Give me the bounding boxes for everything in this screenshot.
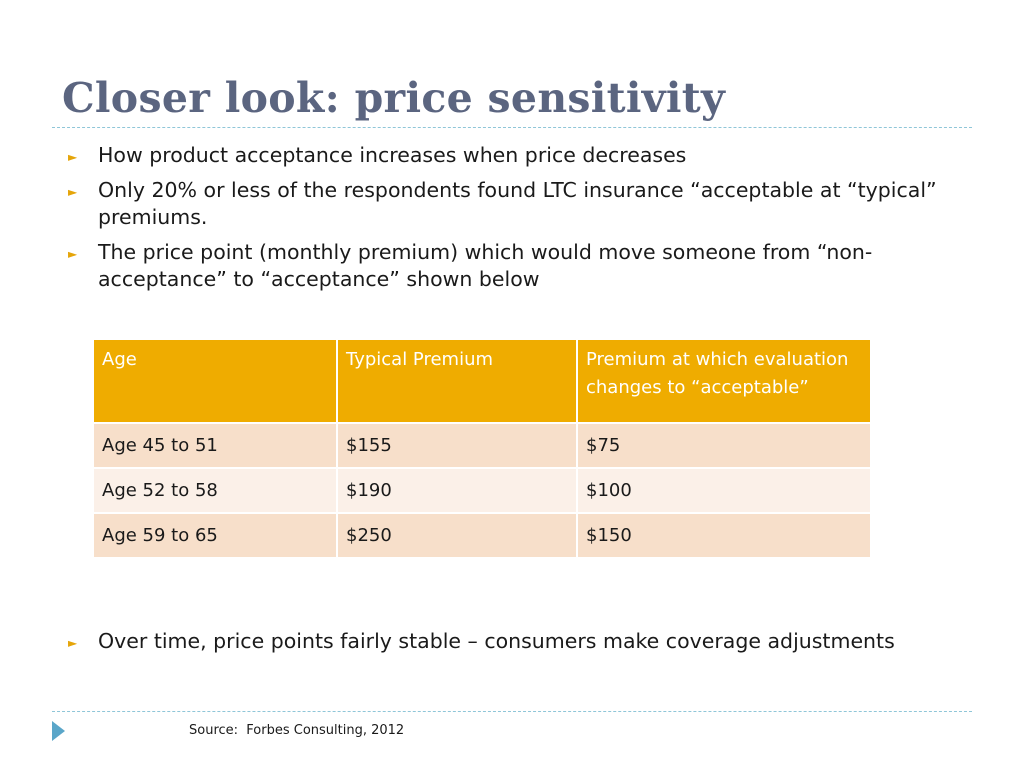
table-header-row: Age Typical Premium Premium at which eva… (94, 340, 870, 423)
header-age: Age (94, 340, 338, 423)
cell-typical-premium: $190 (337, 467, 578, 513)
bullet-item: ► How product acceptance increases when … (66, 142, 946, 169)
table-row: Age 45 to 51 $155 $75 (94, 422, 870, 468)
cell-typical-premium: $250 (337, 512, 578, 557)
table-row: Age 52 to 58 $190 $100 (94, 467, 870, 513)
bullet-marker-icon: ► (68, 636, 78, 650)
cell-acceptable-premium: $100 (577, 467, 870, 513)
bullet-text: How product acceptance increases when pr… (98, 143, 687, 167)
play-arrow-icon (52, 721, 65, 741)
table-row: Age 59 to 65 $250 $150 (94, 512, 870, 557)
bullet-item: ► The price point (monthly premium) whic… (66, 239, 946, 293)
bullet-marker-icon: ► (68, 150, 78, 164)
footer-divider (52, 711, 972, 712)
bullet-text: Over time, price points fairly stable – … (98, 629, 895, 653)
cell-acceptable-premium: $75 (577, 422, 870, 468)
bullet-list: ► How product acceptance increases when … (66, 142, 946, 301)
cell-age: Age 45 to 51 (94, 422, 338, 468)
bullet-marker-icon: ► (68, 247, 78, 261)
premium-table: Age Typical Premium Premium at which eva… (94, 340, 870, 557)
bullet-text: Only 20% or less of the respondents foun… (98, 178, 937, 229)
cell-age: Age 52 to 58 (94, 467, 338, 513)
header-typical-premium: Typical Premium (337, 340, 578, 423)
closing-bullet: ► Over time, price points fairly stable … (66, 628, 978, 655)
cell-typical-premium: $155 (337, 422, 578, 468)
header-acceptable-premium: Premium at which evaluation changes to “… (577, 340, 870, 423)
source-note: Source: Forbes Consulting, 2012 (189, 723, 405, 738)
bullet-text: The price point (monthly premium) which … (98, 240, 873, 291)
cell-acceptable-premium: $150 (577, 512, 870, 557)
slide-title: Closer look: price sensitivity (62, 74, 726, 122)
title-divider (52, 127, 972, 128)
cell-age: Age 59 to 65 (94, 512, 338, 557)
bullet-item: ► Only 20% or less of the respondents fo… (66, 177, 946, 231)
bullet-marker-icon: ► (68, 185, 78, 199)
